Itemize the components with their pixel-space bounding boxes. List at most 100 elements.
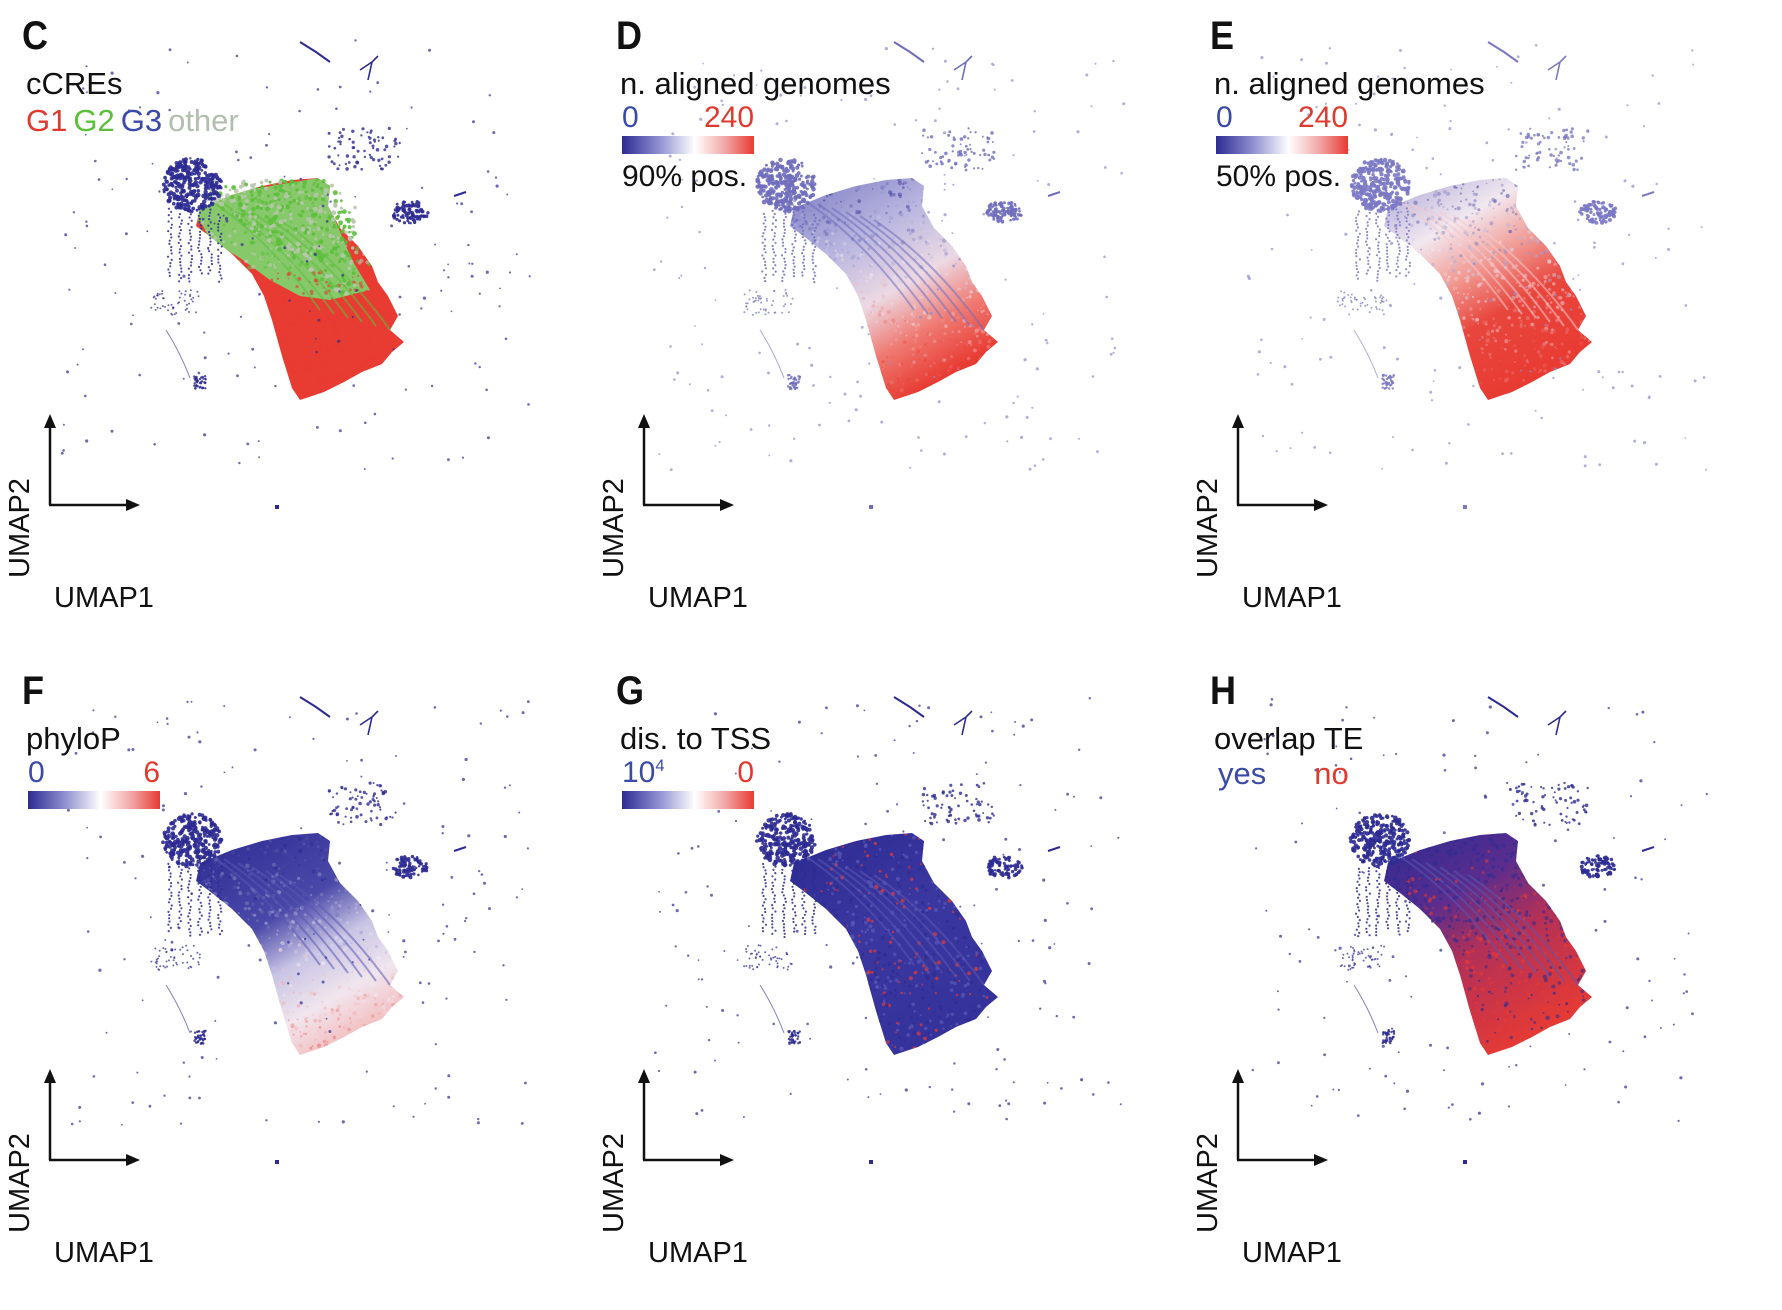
scatter-point bbox=[1387, 863, 1390, 866]
scatter-point bbox=[771, 913, 774, 916]
scatter-point bbox=[768, 454, 771, 457]
scatter-point bbox=[1030, 718, 1034, 722]
scatter-point bbox=[1578, 210, 1582, 214]
scatter-point bbox=[179, 948, 182, 951]
scatter-point bbox=[241, 205, 247, 211]
scatter-point bbox=[1378, 876, 1381, 879]
scatter-point bbox=[204, 381, 207, 384]
scatter-point bbox=[1570, 801, 1573, 804]
scatter-point bbox=[1386, 255, 1389, 259]
scatter-point bbox=[387, 931, 390, 933]
scatter-point bbox=[695, 179, 699, 182]
scatter-point bbox=[1396, 898, 1399, 901]
scatter-point bbox=[1090, 845, 1093, 848]
scatter-point bbox=[757, 944, 760, 947]
scatter-point bbox=[813, 249, 816, 252]
scatter-point bbox=[1582, 140, 1585, 143]
scatter-point bbox=[783, 864, 786, 868]
scatter-point bbox=[1396, 256, 1399, 259]
scatter-point bbox=[161, 804, 165, 808]
scatter-point bbox=[287, 940, 290, 944]
scatter-point bbox=[228, 875, 232, 879]
scatter-point bbox=[378, 164, 382, 168]
scatter-point bbox=[811, 174, 816, 179]
scatter-point bbox=[801, 223, 804, 226]
scatter-point bbox=[778, 175, 782, 179]
scatter-point bbox=[210, 886, 213, 889]
scatter-point bbox=[986, 136, 989, 139]
scatter-point bbox=[203, 1034, 206, 1038]
scatter-point bbox=[793, 904, 797, 908]
scatter-point bbox=[792, 271, 795, 275]
scatter-point bbox=[801, 274, 804, 277]
scatter-point bbox=[199, 382, 203, 385]
scatter-point bbox=[781, 203, 785, 208]
scatter-point bbox=[947, 133, 951, 137]
scatter-point bbox=[404, 863, 407, 867]
scatter-point bbox=[775, 851, 780, 856]
scatter-point bbox=[794, 879, 797, 882]
scatter-point bbox=[1606, 873, 1609, 877]
scatter-point bbox=[698, 230, 701, 234]
scatter-point bbox=[351, 224, 356, 229]
scatter-point bbox=[794, 831, 799, 837]
scatter-point bbox=[773, 894, 776, 897]
scatter-point bbox=[991, 213, 996, 218]
scatter-point bbox=[204, 818, 208, 822]
scatter-point bbox=[189, 908, 192, 912]
scatter-point bbox=[987, 803, 990, 806]
scatter-point bbox=[798, 378, 801, 381]
scatter-point bbox=[1425, 166, 1428, 170]
scatter-point bbox=[1381, 191, 1385, 195]
scatter-point bbox=[380, 167, 384, 171]
scatter-point bbox=[1407, 898, 1410, 901]
scatter-point bbox=[404, 874, 408, 878]
scatter-point bbox=[1386, 911, 1390, 914]
scatter-point bbox=[1364, 240, 1368, 243]
scatter-point bbox=[1374, 176, 1379, 180]
scatter-point bbox=[1609, 204, 1613, 208]
scatter-point bbox=[1382, 157, 1388, 163]
scatter-point bbox=[203, 356, 207, 360]
scatter-point bbox=[751, 964, 754, 967]
scatter-point bbox=[236, 374, 239, 378]
scatter-point bbox=[755, 84, 758, 86]
scatter-point bbox=[1377, 241, 1380, 244]
scatter-point bbox=[300, 260, 304, 264]
scatter-point bbox=[1570, 127, 1574, 131]
scatter-point bbox=[196, 379, 199, 383]
scatter-point bbox=[1381, 816, 1385, 820]
scatter-point bbox=[1403, 179, 1408, 184]
scatter-point bbox=[1376, 208, 1381, 213]
scatter-point bbox=[759, 188, 763, 193]
scatter-point bbox=[773, 251, 776, 254]
scatter-point bbox=[1382, 379, 1386, 382]
scatter-point bbox=[780, 815, 783, 819]
scatter-point bbox=[123, 958, 126, 961]
scatter-point bbox=[959, 137, 964, 141]
scatter-point bbox=[1405, 846, 1410, 850]
scatter-point bbox=[480, 873, 484, 876]
scatter-point bbox=[1011, 205, 1014, 209]
scatter-point bbox=[793, 207, 796, 211]
scatter-point bbox=[180, 868, 183, 871]
scatter-point bbox=[1020, 866, 1024, 870]
scatter-point bbox=[179, 264, 182, 267]
scatter-point bbox=[982, 812, 985, 814]
scatter-point bbox=[774, 311, 777, 314]
scatter-point bbox=[781, 910, 785, 913]
scatter-point bbox=[218, 280, 221, 283]
scatter-point bbox=[781, 276, 784, 279]
scatter-point bbox=[1376, 844, 1380, 848]
scatter-point bbox=[762, 862, 765, 866]
scatter-point bbox=[1377, 250, 1381, 254]
scatter-point bbox=[1584, 862, 1588, 866]
scatter-point bbox=[756, 174, 760, 178]
scatter-point bbox=[302, 180, 307, 185]
scatter-point bbox=[1046, 1081, 1049, 1084]
scatter-point bbox=[1373, 158, 1378, 163]
scatter-point bbox=[761, 241, 764, 244]
scatter-point bbox=[775, 174, 780, 178]
scatter-point bbox=[1546, 135, 1551, 140]
scatter-point bbox=[371, 909, 375, 913]
